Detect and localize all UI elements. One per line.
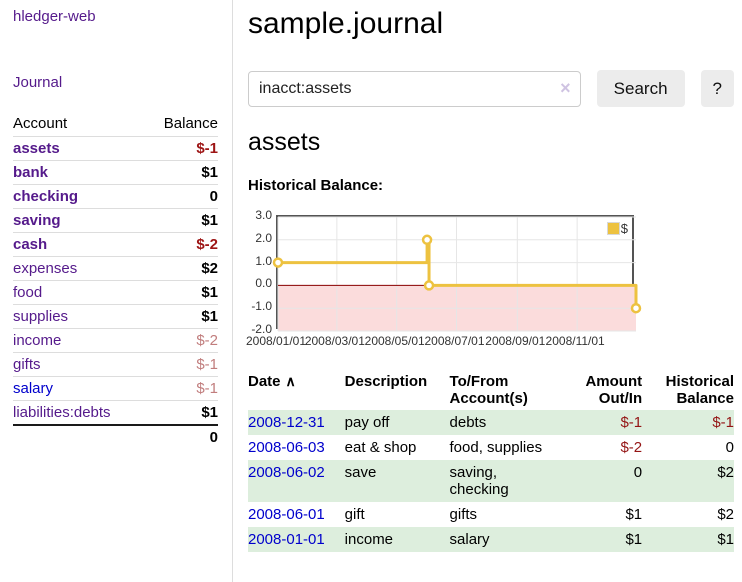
transaction-accounts: food, supplies: [449, 439, 543, 456]
account-row: gifts $-1: [13, 352, 218, 377]
legend-label: $: [620, 221, 628, 236]
chart-legend: $: [606, 221, 628, 236]
account-row: supplies $1: [13, 304, 218, 329]
transaction-balance: $1: [642, 527, 734, 552]
app-brand-link[interactable]: hledger-web: [13, 8, 96, 25]
account-row: liabilities:debts $1: [13, 401, 218, 426]
account-balance: $1: [144, 208, 218, 233]
account-link-supplies[interactable]: supplies: [13, 308, 69, 325]
account-balance: $-1: [144, 352, 218, 377]
transaction-description: eat & shop: [344, 439, 417, 456]
register-header-balance: Historical Balance: [665, 373, 734, 407]
transaction-amount: $1: [577, 527, 643, 552]
account-balance: $2: [144, 256, 218, 281]
transaction-amount: $1: [625, 506, 643, 523]
account-link-cash[interactable]: cash: [13, 236, 48, 253]
table-row: 2008-06-03 eat & shop food, supplies $-2…: [248, 435, 734, 460]
transaction-balance: 0: [725, 439, 734, 456]
transaction-balance: $2: [717, 506, 734, 523]
table-row: 2008-01-01 income salary $1 $1: [248, 527, 734, 552]
register-header-date[interactable]: Date ∧: [248, 373, 296, 390]
account-row: assets $-1: [13, 136, 218, 161]
accounts-total-row: 0: [13, 424, 218, 449]
accounts-header-account: Account: [13, 112, 145, 137]
transaction-date-link[interactable]: 2008-01-01: [248, 531, 325, 548]
transaction-amount: $-1: [577, 410, 643, 435]
transaction-accounts: saving, checking: [449, 460, 578, 502]
transaction-accounts: gifts: [449, 506, 478, 523]
account-row: checking 0: [13, 184, 218, 209]
account-balance: $1: [201, 404, 218, 421]
account-balance: $-1: [144, 136, 218, 161]
account-link-gifts[interactable]: gifts: [13, 356, 41, 373]
account-balance: $1: [144, 280, 218, 305]
account-balance: $1: [144, 160, 218, 185]
accounts-header-balance: Balance: [144, 112, 218, 137]
search-button[interactable]: Search: [596, 70, 685, 107]
register-header-description: Description: [344, 373, 428, 390]
historical-balance-chart: 3.0 2.0 1.0 0.0 -1.0 -2.0 $ 2008/01/01 2008/03…: [246, 207, 734, 348]
account-link-income[interactable]: income: [13, 332, 62, 349]
account-row: expenses $2: [13, 256, 218, 281]
transaction-date-link[interactable]: 2008-06-01: [248, 506, 325, 523]
y-axis-labels: 3.0 2.0 1.0 0.0 -1.0 -2.0: [251, 208, 272, 336]
search-input[interactable]: [248, 70, 581, 107]
page-title: sample.journal: [248, 7, 444, 40]
sort-ascending-icon: ∧: [285, 373, 296, 389]
transaction-date-link[interactable]: 2008-12-31: [248, 414, 325, 431]
account-row: saving $1: [13, 208, 218, 233]
transaction-accounts: salary: [449, 527, 578, 552]
account-link-assets[interactable]: assets: [13, 140, 60, 157]
transaction-amount: $-2: [620, 439, 643, 456]
register-table: Date ∧ Description To/From Account(s) Amo…: [248, 370, 734, 552]
main-content: sample.journal × Search ? assets Histori…: [233, 0, 742, 552]
sidebar: hledger-web Journal Account Balance asse…: [0, 0, 233, 582]
account-link-saving[interactable]: saving: [13, 212, 61, 229]
transaction-description: income: [344, 527, 450, 552]
transaction-date-link[interactable]: 2008-06-02: [248, 464, 325, 481]
table-row: 2008-06-01 gift gifts $1 $2: [248, 502, 734, 527]
account-link-bank[interactable]: bank: [13, 164, 49, 181]
account-link-liabilities-debts[interactable]: liabilities:debts: [13, 404, 111, 421]
account-balance: 0: [144, 184, 218, 209]
help-button[interactable]: ?: [700, 70, 734, 107]
table-row: 2008-12-31 pay off debts $-1 $-1: [248, 410, 734, 435]
transaction-accounts: debts: [449, 410, 578, 435]
clear-search-icon[interactable]: ×: [560, 77, 571, 98]
account-row: salary $-1: [13, 376, 218, 401]
transaction-balance: $2: [642, 460, 734, 502]
account-balance: $-2: [144, 232, 218, 257]
transaction-description: pay off: [344, 410, 450, 435]
account-balance: $-1: [144, 376, 218, 401]
register-header-amount: Amount Out/In: [585, 373, 643, 407]
account-balance: $-2: [144, 328, 218, 353]
account-row: cash $-2: [13, 232, 218, 257]
table-row: 2008-06-02 save saving, checking 0 $2: [248, 460, 734, 502]
chart-title: Historical Balance:: [248, 177, 384, 194]
account-link-food[interactable]: food: [13, 284, 43, 301]
account-link-salary[interactable]: salary: [13, 380, 54, 397]
legend-swatch-icon: [606, 222, 620, 235]
transaction-description: save: [344, 460, 450, 502]
account-row: food $1: [13, 280, 218, 305]
account-balance: $1: [144, 304, 218, 329]
balance-chart-svg: [272, 216, 642, 332]
transaction-date-link[interactable]: 2008-06-03: [248, 439, 325, 456]
chart-plot-area: $: [272, 215, 642, 332]
account-link-expenses[interactable]: expenses: [13, 260, 78, 277]
account-row: bank $1: [13, 160, 218, 185]
account-heading: assets: [248, 128, 321, 156]
transaction-description: gift: [344, 506, 365, 523]
transaction-balance: $-1: [642, 410, 734, 435]
search-form: × Search ?: [248, 70, 734, 107]
sidebar-item-journal[interactable]: Journal: [13, 74, 63, 91]
account-row: income $-2: [13, 328, 218, 353]
account-link-checking[interactable]: checking: [13, 188, 79, 205]
accounts-total: 0: [144, 424, 218, 449]
transaction-amount: 0: [577, 460, 643, 502]
accounts-table: Account Balance assets $-1 bank $1 checkin…: [13, 112, 218, 449]
register-header-accounts: To/From Account(s): [449, 373, 528, 407]
